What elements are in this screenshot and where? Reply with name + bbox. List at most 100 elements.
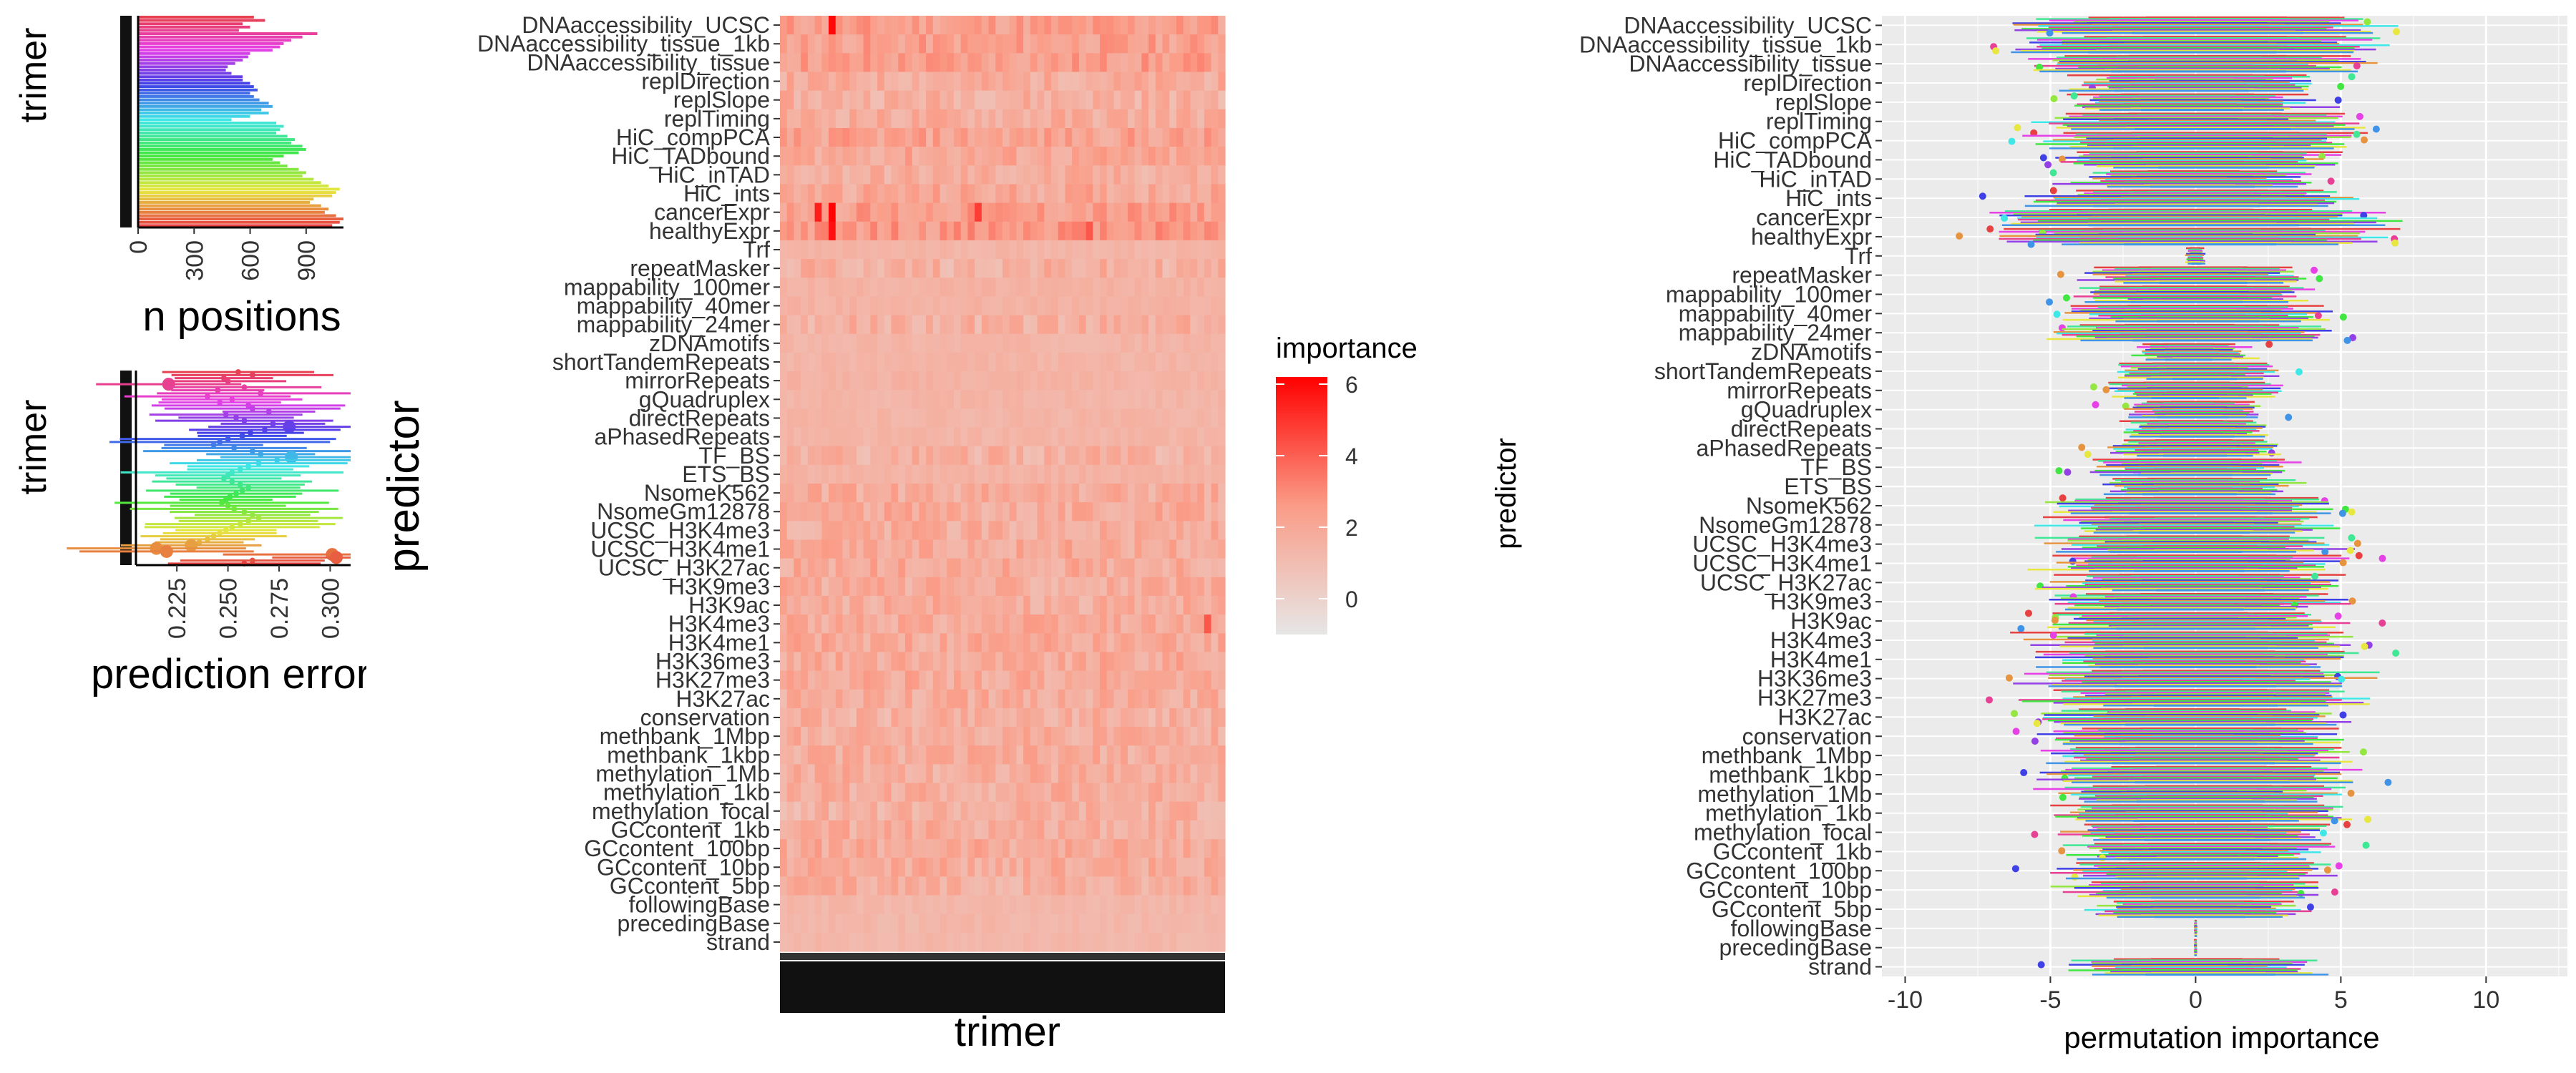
heatmap-cell: [953, 446, 962, 466]
heatmap-cell: [1134, 558, 1142, 578]
heatmap-cell: [780, 34, 788, 54]
heatmap-cell: [1016, 109, 1024, 129]
permutation-row-label: HiC_ints: [1785, 185, 1872, 211]
n-positions-bar: [138, 171, 306, 175]
heatmap-cell: [1037, 296, 1045, 316]
heatmap-cell: [1162, 539, 1170, 559]
heatmap-cell: [904, 670, 913, 690]
heatmap-cell: [1030, 670, 1038, 690]
heatmap-cell: [1204, 109, 1212, 129]
prediction-error-point: [229, 469, 235, 476]
heatmap-cell: [856, 390, 864, 409]
heatmap-cell: [1218, 633, 1226, 653]
heatmap-cell: [1016, 408, 1024, 428]
heatmap-cell: [1155, 352, 1163, 372]
heatmap-cell: [814, 408, 822, 428]
permutation-box: [2159, 421, 2228, 424]
permutation-box: [2104, 656, 2275, 659]
heatmap-cell: [842, 502, 850, 521]
heatmap-cell: [981, 633, 990, 653]
permutation-box: [2155, 439, 2233, 442]
permutation-box: [2145, 336, 2268, 339]
permutation-box: [2149, 420, 2223, 423]
heatmap-cell: [1100, 932, 1108, 952]
heatmap-cell: [1106, 147, 1115, 166]
heatmap-cell: [940, 521, 947, 541]
permutation-box: [2117, 731, 2252, 734]
heatmap-cell: [1204, 296, 1212, 316]
heatmap-cell: [794, 502, 801, 521]
heatmap-cell: [912, 484, 919, 503]
heatmap-cell: [801, 90, 809, 110]
permutation-box: [2147, 119, 2268, 122]
heatmap-cell: [1009, 820, 1018, 840]
heatmap-cell: [975, 652, 982, 672]
permutation-box: [2142, 526, 2250, 529]
heatmap-cell: [1023, 16, 1031, 35]
heatmap-cell: [1106, 427, 1115, 447]
heatmap-cell: [842, 221, 850, 241]
permutation-box: [2140, 727, 2281, 730]
heatmap-cell: [932, 895, 941, 915]
permutation-box: [2141, 893, 2268, 896]
heatmap-cell: [1134, 652, 1142, 672]
heatmap-cell: [953, 783, 962, 803]
permutation-row-label: DNAaccessibility_UCSC: [1624, 12, 1872, 38]
heatmap-cell: [1197, 315, 1205, 335]
heatmap-cell: [1085, 558, 1093, 578]
heatmap-cell: [1190, 259, 1198, 278]
permutation-box: [2121, 792, 2275, 795]
heatmap-cell: [1169, 202, 1177, 222]
heatmap-cell: [1037, 670, 1045, 690]
permutation-box: [2132, 145, 2285, 148]
heatmap-cell: [953, 72, 962, 92]
heatmap-cell: [1134, 333, 1142, 353]
permutation-box: [2152, 907, 2240, 910]
heatmap-cell: [988, 147, 996, 166]
permutation-box: [2195, 935, 2197, 938]
heatmap-cell: [814, 333, 822, 353]
heatmap-cell: [1002, 633, 1010, 653]
permutation-row-label: mirrorRepeats: [1727, 378, 1872, 403]
heatmap-cell: [856, 595, 864, 615]
heatmap-cell: [1051, 427, 1059, 447]
heatmap-cell: [1127, 127, 1136, 147]
heatmap-cell: [1197, 652, 1205, 672]
heatmap-cell: [842, 577, 850, 597]
heatmap-cell: [807, 16, 816, 35]
heatmap-cell: [1169, 876, 1177, 896]
heatmap-cell: [953, 259, 962, 278]
permutation-box: [2127, 786, 2283, 789]
heatmap-row-label: GCcontent_1kb: [611, 817, 770, 843]
heatmap-cell: [904, 16, 913, 35]
heatmap-cell: [1030, 707, 1038, 727]
heatmap-cell: [849, 109, 857, 129]
heatmap-cell: [1134, 913, 1142, 934]
heatmap-cell: [1127, 165, 1136, 185]
heatmap-cell: [807, 783, 816, 803]
heatmap-cell: [1093, 707, 1101, 727]
heatmap-cell: [1037, 408, 1045, 428]
heatmap-cell: [1141, 876, 1149, 896]
heatmap-cell: [1190, 278, 1198, 297]
heatmap-cell: [1058, 240, 1066, 260]
heatmap-cell: [870, 315, 878, 335]
heatmap-cell: [981, 90, 990, 110]
heatmap-cell: [1106, 801, 1115, 821]
heatmap-cell: [807, 745, 816, 765]
permutation-box: [2092, 29, 2283, 31]
heatmap-cell: [821, 315, 829, 335]
heatmap-cell: [904, 502, 913, 521]
heatmap-cell: [856, 876, 864, 896]
heatmap-cell: [960, 521, 969, 541]
heatmap-cell: [1093, 16, 1101, 35]
heatmap-cell: [1023, 296, 1031, 316]
permutation-box: [2175, 412, 2228, 415]
heatmap-cell: [884, 259, 892, 278]
heatmap-cell: [898, 53, 906, 73]
heatmap-cell: [1058, 147, 1066, 166]
heatmap-cell: [1037, 240, 1045, 260]
heatmap-cell: [932, 390, 941, 409]
heatmap-cell: [1002, 446, 1010, 466]
heatmap-cell: [884, 783, 892, 803]
